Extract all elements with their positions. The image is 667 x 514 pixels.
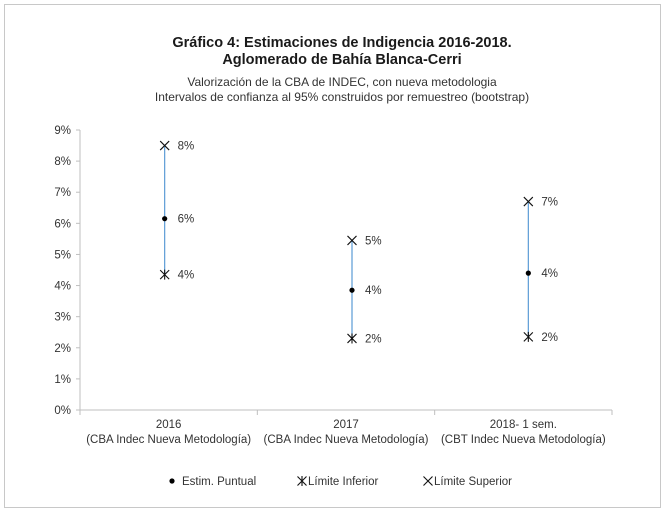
y-tick-label: 9% [54,125,71,137]
chart-frame [4,4,661,508]
chart-subtitle: Valorización de la CBA de INDEC, con nue… [187,75,497,89]
lower-limit-marker [159,269,170,280]
point-estimate-label: 4% [365,285,382,297]
lower-limit-label: 2% [365,333,382,345]
y-tick-label: 0% [54,405,71,417]
y-tick-label: 1% [54,374,71,386]
upper-limit-marker [347,235,357,246]
legend-label: Límite Superior [434,476,512,488]
legend-point-estimate: Estim. Puntual [169,476,256,488]
legend-upper-limit: Límite Superior [423,476,512,488]
lower-limit-marker [523,331,534,342]
legend-label: Límite Inferior [308,476,378,488]
point-estimate-label: 4% [541,268,558,280]
point-estimate-label: 6% [178,214,195,226]
legend-x-icon [423,476,433,486]
y-tick-label: 4% [54,281,71,293]
x-category-label: 2017 [333,419,359,431]
upper-limit-label: 5% [365,235,382,247]
chart-subtitle-line2: Intervalos de confianza al 95% construid… [155,90,529,104]
x-category-sublabel: (CBA Indec Nueva Metodología) [264,434,429,446]
point-estimate-marker [525,270,531,276]
legend: Estim. Puntual Límite Inferior Límite Supe… [169,476,512,488]
chart-title-line2: Aglomerado de Bahía Blanca-Cerri [222,52,461,68]
y-tick-label: 8% [54,156,71,168]
x-category-label: 2018- 1 sem. [490,419,557,431]
upper-limit-marker [523,196,534,207]
lower-limit-label: 2% [541,332,558,344]
legend-lower-limit: Límite Inferior [297,476,378,488]
y-tick-label: 6% [54,218,71,230]
x-category-sublabel: (CBA Indec Nueva Metodología) [86,434,251,446]
y-tick-label: 7% [54,187,71,199]
upper-limit-marker [159,140,170,151]
lower-limit-marker [347,333,357,344]
x-category-label: 2016 [156,419,182,431]
point-estimate-marker [162,216,168,222]
legend-star-icon [297,476,307,486]
y-tick-label: 3% [54,312,71,324]
upper-limit-label: 8% [178,141,195,153]
x-category-sublabel: (CBT Indec Nueva Metodología) [441,434,606,446]
chart-title: Gráfico 4: Estimaciones de Indigencia 20… [172,35,511,51]
point-estimate-marker [349,287,355,293]
legend-dot-icon [169,478,175,484]
y-tick-label: 5% [54,249,71,261]
plot-area: 0% 1% 2% 3% 4% 5% 6% 7% 8% 9% 2016 (CBA Indec Nueva… [54,125,613,446]
lower-limit-label: 4% [178,270,195,282]
legend-label: Estim. Puntual [182,476,256,488]
upper-limit-label: 7% [541,197,558,209]
y-tick-label: 2% [54,343,71,355]
